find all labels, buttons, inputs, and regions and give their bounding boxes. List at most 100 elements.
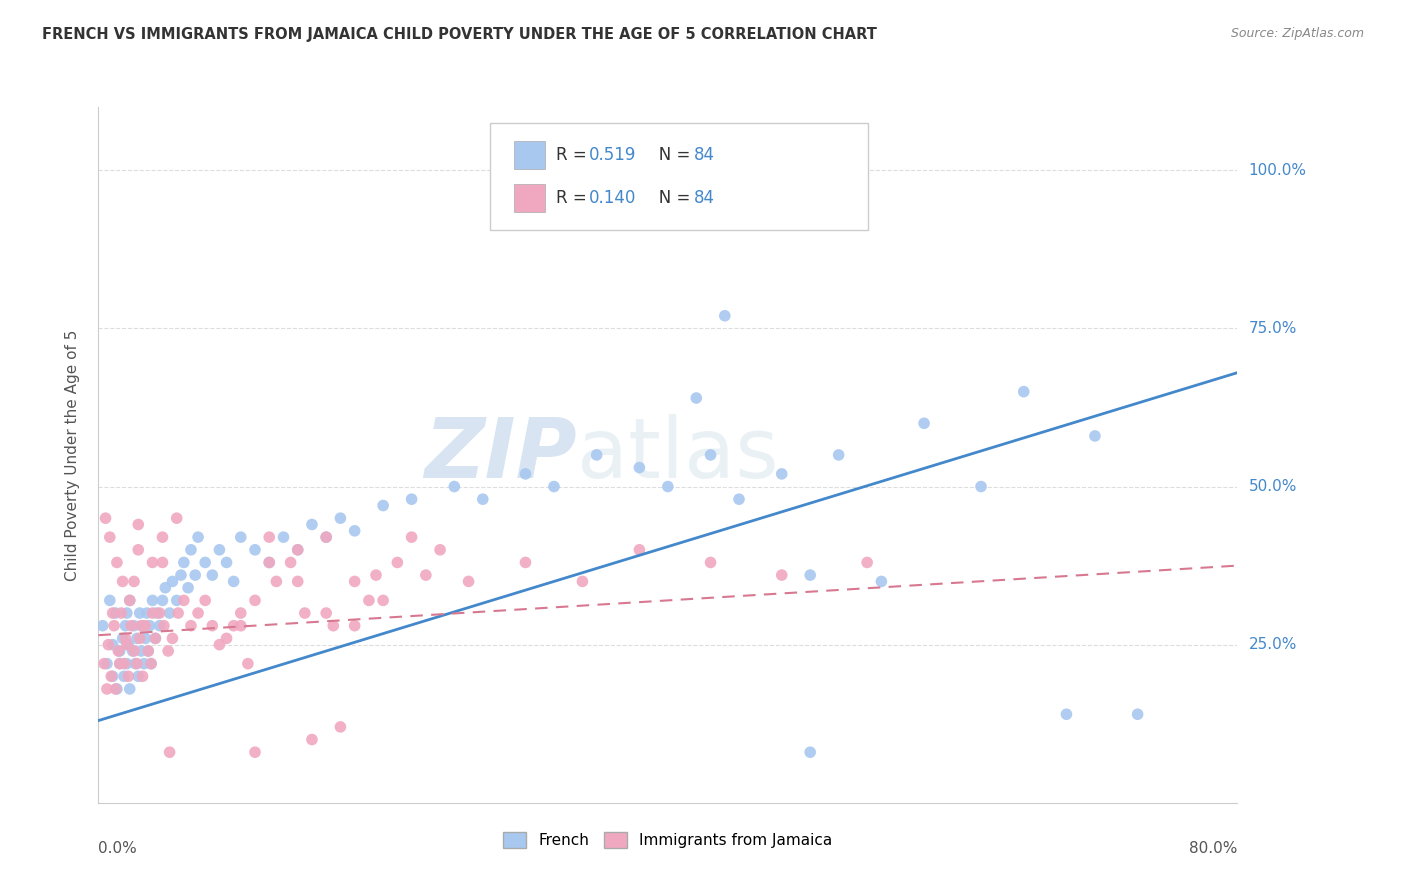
Point [112,657,135,671]
Text: 50.0%: 50.0% [1249,479,1296,494]
Point [1084,429,1107,443]
Point [184,568,207,582]
Point [127,542,149,557]
Point [585,448,607,462]
Point [194,593,217,607]
Text: Source: ZipAtlas.com: Source: ZipAtlas.com [1230,27,1364,40]
Point [118,593,141,607]
Point [128,632,150,646]
Point [118,681,141,696]
Point [294,606,316,620]
Point [101,669,124,683]
Point [105,556,128,570]
Text: R =: R = [557,189,592,207]
Point [243,593,266,607]
Point [122,618,145,632]
Point [685,391,707,405]
Point [401,492,423,507]
Point [187,606,209,620]
Point [173,593,195,607]
Text: 0.140: 0.140 [589,189,636,207]
Point [357,593,380,607]
Point [107,644,129,658]
Point [201,618,224,632]
Point [543,479,565,493]
Text: 0.519: 0.519 [589,146,636,164]
Point [329,720,352,734]
Point [162,574,184,589]
Point [364,568,387,582]
Point [343,618,366,632]
Point [229,606,252,620]
Point [315,606,337,620]
Point [222,618,245,632]
Point [104,606,127,620]
Point [103,618,125,632]
Point [173,556,195,570]
Point [115,606,138,620]
Point [94,511,117,525]
Point [138,618,160,632]
Point [628,542,651,557]
Point [134,618,156,632]
Point [166,511,188,525]
Point [215,632,238,646]
Point [141,556,163,570]
Point [515,556,537,570]
Point [273,530,295,544]
Point [141,606,163,620]
Point [98,593,121,607]
Point [136,644,159,658]
Point [770,467,793,481]
Point [1056,707,1078,722]
Point [153,618,176,632]
Point [100,669,122,683]
Point [970,479,993,493]
Point [108,657,131,671]
Point [128,606,150,620]
Point [259,530,281,544]
Point [373,593,395,607]
Point [121,644,143,658]
Point [166,593,188,607]
Point [131,669,153,683]
Point [259,556,281,570]
Point [91,618,114,632]
Point [105,681,128,696]
Point [110,606,132,620]
Point [828,448,851,462]
Point [149,606,172,620]
Point [187,530,209,544]
Point [108,657,131,671]
Point [301,732,323,747]
Point [259,556,281,570]
Point [152,530,174,544]
Text: 25.0%: 25.0% [1249,637,1296,652]
Point [149,618,172,632]
Point [108,644,131,658]
Point [699,448,721,462]
Point [129,644,152,658]
Point [714,309,737,323]
Point [177,581,200,595]
Point [141,593,163,607]
Point [135,606,157,620]
Point [799,568,821,582]
Point [145,632,167,646]
Text: R =: R = [557,146,592,164]
Point [139,657,162,671]
Point [101,638,124,652]
Point [229,618,252,632]
Text: N =: N = [644,189,696,207]
Point [120,618,142,632]
Point [215,556,238,570]
Point [457,574,479,589]
Point [152,593,174,607]
Point [114,632,136,646]
Point [571,574,593,589]
Point [122,574,145,589]
Point [287,542,309,557]
Point [287,574,309,589]
Text: 80.0%: 80.0% [1189,841,1237,856]
Point [201,568,224,582]
